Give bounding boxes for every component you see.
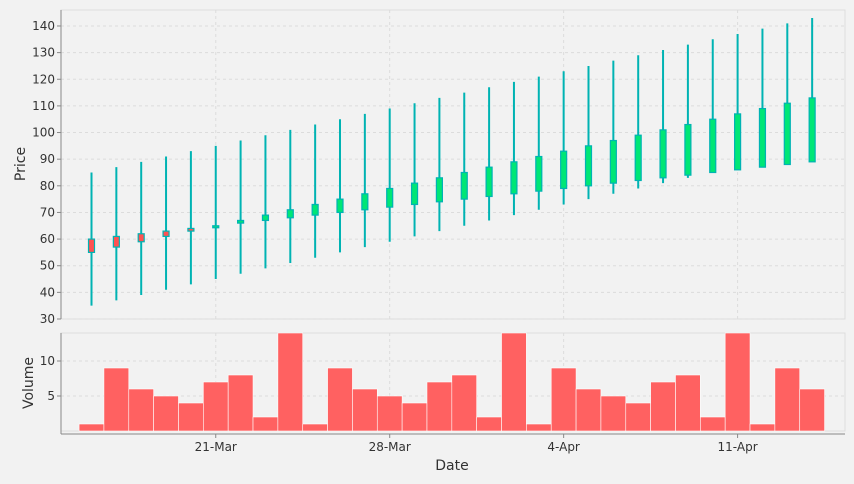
volume-bar [476,416,502,432]
volume-bar [550,367,577,432]
volume-bar [128,388,154,432]
volume-bar [178,402,204,432]
price-y-tick-label: 30 [40,312,55,326]
volume-bar [327,367,353,432]
volume-bar [600,395,627,432]
price-panel: 30 40 50 60 70 80 90 100 110 120 130 140 [32,9,846,326]
volume-bar [302,423,328,432]
candle-body [261,214,270,222]
candle-body [212,225,220,229]
volume-bar [352,388,378,432]
volume-axis-label: Volume [21,357,37,409]
volume-bar [749,423,776,432]
candle-body [286,209,294,219]
candle-body [609,139,617,184]
candle-body [311,203,319,216]
x-tick-label: 21-Mar [195,440,237,454]
volume-bar [675,374,701,432]
candle-body [137,233,145,243]
price-y-tick-label: 110 [32,99,55,113]
volume-bar [426,381,453,432]
candle-body [485,166,493,198]
volume-y-tick-label: 10 [40,354,55,368]
candle-body [435,177,443,203]
price-axis-label: Price [13,147,29,181]
volume-bar [774,367,801,432]
candle-body [87,238,96,254]
candle-body [535,155,543,192]
candle-body [560,150,568,190]
candle-body [584,145,593,187]
price-y-tick-label: 100 [32,126,55,140]
candle-body [684,123,692,176]
volume-bar [227,374,254,432]
candle-body [386,187,394,208]
volume-bar [103,367,130,432]
price-y-tick-label: 140 [32,19,55,33]
volume-bar [401,402,428,432]
volume-bar [376,395,403,432]
price-y-tick-label: 130 [32,46,55,60]
candle-body [237,219,245,224]
volume-bar [451,374,477,432]
volume-bar [501,332,527,432]
candle-body [410,182,419,206]
price-y-tick-label: 120 [32,72,55,86]
candle-body [112,235,120,248]
x-axis-label: Date [435,458,468,474]
volume-bar [252,416,279,432]
volume-bar [277,332,304,432]
candle-body [733,113,742,171]
candle-body [634,134,642,182]
price-y-tick-label: 90 [40,152,55,166]
x-tick-label: 4-Apr [547,440,580,454]
candle-body [783,102,791,166]
volume-bar [78,423,105,432]
price-y-tick-label: 60 [40,232,55,246]
volume-bar [650,381,676,432]
volume-bar [625,402,651,432]
candle-body [187,227,195,232]
x-tick-label: 11-Apr [718,440,758,454]
candle-body [510,161,518,195]
candle-body [162,230,170,238]
x-tick-label: 28-Mar [369,440,411,454]
price-y-tick-label: 80 [40,179,55,193]
candle-body [460,171,468,200]
price-y-tick-label: 50 [40,259,55,273]
volume-bar [724,332,751,432]
candle-body [361,193,369,211]
candle-body [336,198,344,214]
price-plot-area [60,9,846,320]
volume-bar [203,381,229,432]
volume-bar [700,416,726,432]
volume-bar [526,423,552,432]
candle-body [709,118,717,174]
candle-body [808,97,816,163]
volume-y-tick-label: 5 [47,389,55,403]
candle-body [659,129,667,179]
volume-bar [799,388,825,432]
candle-body [758,107,767,168]
volume-bar [153,395,179,432]
price-y-tick-label: 70 [40,205,55,219]
price-y-tick-label: 40 [40,285,55,299]
volume-bar [575,388,602,432]
